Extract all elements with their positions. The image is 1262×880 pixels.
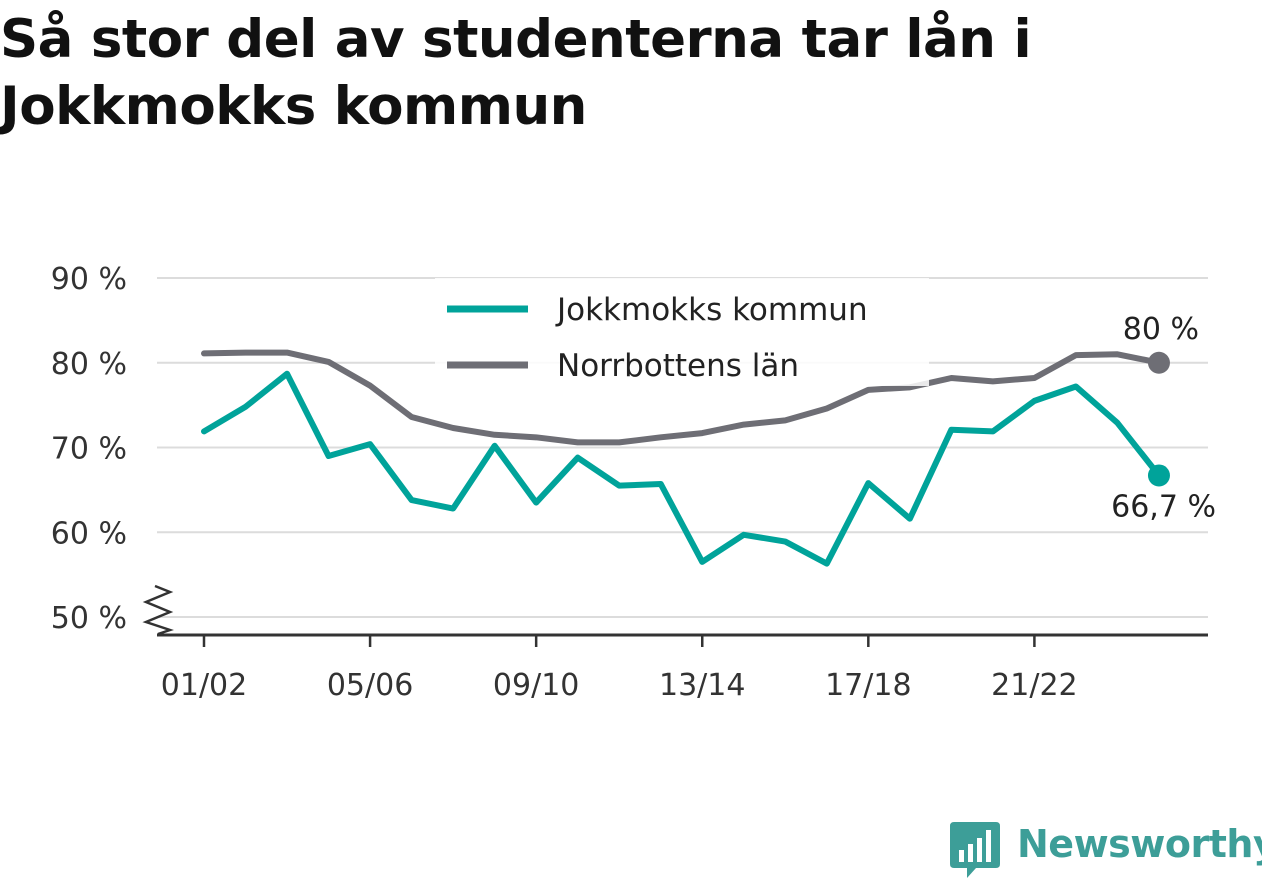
end-point-marker [1147,464,1170,487]
bar-chart-speech-bubble-icon [950,822,1000,878]
axes: 50 % 60 % 70 % 80 % 90 % 01/02 05/06 09/10 13/14… [51,262,1208,703]
end-point-marker [1147,351,1170,374]
y-tick-label: 60 % [51,516,127,551]
y-tick-label: 50 % [51,601,127,636]
x-tick-label: 13/14 [659,668,745,703]
series-line-norrbottens-län [201,349,1162,446]
axis-break-mark [142,584,174,636]
legend: Jokkmokks kommun Norrbottens län [435,278,929,386]
y-tick-label: 90 % [51,262,127,297]
y-tick-label: 80 % [51,347,127,382]
x-tick-label: 01/02 [161,668,247,703]
x-tick-label: 05/06 [327,668,413,703]
series-lines [201,349,1162,567]
brand-name: Newsworthy [1017,822,1262,866]
legend-label: Norrbottens län [557,348,799,384]
series-line-jokkmokks-kommun [201,370,1162,567]
legend-label: Jokkmokks kommun [555,292,868,328]
chart-title: Så stor del av studenterna tar lån i Jok… [0,9,1032,137]
y-tick-label: 70 % [51,432,127,467]
x-tick-label: 17/18 [825,668,911,703]
newsworthy-logo: Newsworthy [950,818,1262,878]
end-value-label: 80 % [1123,312,1199,347]
x-tick-label: 09/10 [493,668,579,703]
x-tick-label: 21/22 [991,668,1077,703]
end-labels: 66,7 % 80 % [1111,312,1216,525]
end-value-label: 66,7 % [1111,489,1216,524]
